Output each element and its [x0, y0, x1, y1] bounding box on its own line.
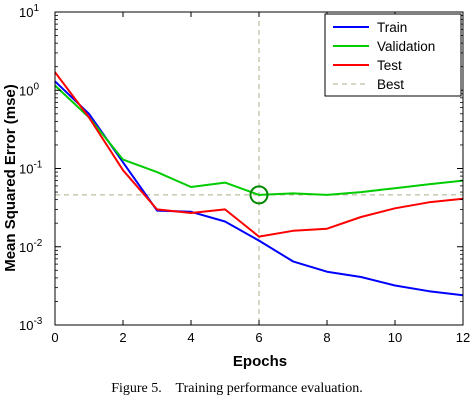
- legend-label-validation: Validation: [377, 39, 435, 54]
- y-tick-label: 10-2: [19, 238, 43, 255]
- y-tick-label: 100: [19, 81, 39, 98]
- x-axis-label: Epochs: [233, 353, 287, 370]
- series-line-train: [54, 80, 464, 297]
- series-line-test: [54, 71, 464, 238]
- x-tick-label: 4: [187, 330, 194, 345]
- figure-caption: Figure 5. Training performance evaluatio…: [111, 381, 363, 396]
- performance-chart: 0 2 4 6 8 10 12 10-3 10-2 10-1 100 101 Mean Squared…: [2, 3, 470, 370]
- x-tick-label: 12: [456, 330, 470, 345]
- y-tick-label: 101: [19, 3, 39, 20]
- x-tick-label: 0: [51, 330, 58, 345]
- series-line-validation: [54, 84, 464, 196]
- y-axis-label: Mean Squared Error (mse): [2, 84, 19, 272]
- x-tick-label: 2: [119, 330, 126, 345]
- best-marker: [249, 185, 269, 205]
- x-tick-label: 6: [255, 330, 262, 345]
- x-tick-label: 8: [323, 330, 330, 345]
- legend: Train Validation Test Best: [324, 13, 462, 97]
- legend-label-train: Train: [377, 20, 407, 35]
- legend-label-test: Test: [377, 58, 402, 73]
- x-tick-label: 10: [388, 330, 402, 345]
- y-tick-label: 10-3: [19, 316, 43, 333]
- legend-label-best: Best: [377, 77, 404, 92]
- y-tick-label: 10-1: [19, 160, 43, 177]
